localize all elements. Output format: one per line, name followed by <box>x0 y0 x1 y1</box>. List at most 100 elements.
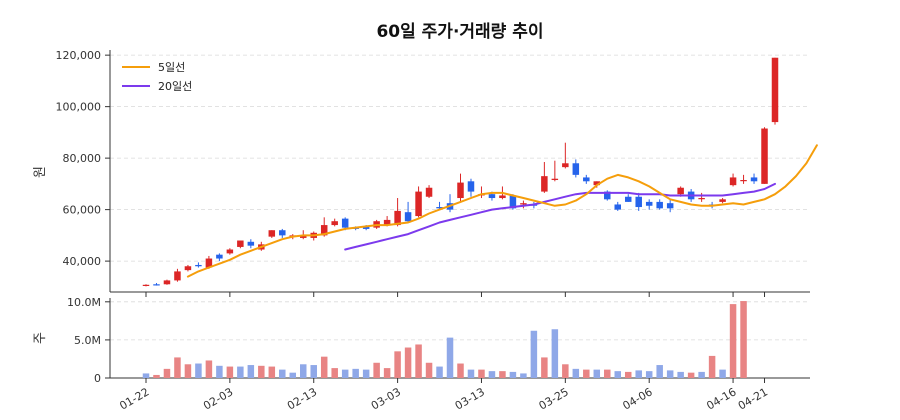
volume-bar <box>163 368 171 378</box>
volume-bar <box>331 368 338 378</box>
candle-body <box>226 249 234 254</box>
candle-body <box>761 128 768 184</box>
candle-body <box>604 191 611 200</box>
x-tick-label: 04-21 <box>736 385 770 412</box>
candle-body <box>425 187 433 197</box>
candle-body <box>729 177 737 186</box>
candle-body <box>279 230 286 236</box>
volume-bar <box>467 369 475 378</box>
x-tick-label: 02-03 <box>201 385 235 412</box>
volume-bar <box>279 369 286 378</box>
candle-body <box>300 235 307 238</box>
volume-y-label: 주 <box>33 332 48 344</box>
candle-body <box>184 266 192 271</box>
x-tick-label: 02-13 <box>285 385 319 412</box>
volume-bar <box>258 365 265 378</box>
volume-tick-label: 5.0M <box>74 334 101 347</box>
volume-bar <box>583 369 590 378</box>
price-tick-label: 120,000 <box>56 49 102 62</box>
candle-body <box>341 218 349 228</box>
volume-bar <box>195 363 202 378</box>
candle-body <box>415 191 422 217</box>
price-y-label: 원 <box>33 166 48 178</box>
candle-body <box>394 210 401 226</box>
price-grid <box>110 54 810 262</box>
candle-body <box>362 226 370 229</box>
volume-bar <box>656 365 663 378</box>
price-tick-label: 40,000 <box>63 255 102 268</box>
volume-bar <box>373 362 380 378</box>
legend: 5일선 20일선 <box>122 60 192 93</box>
price-tick-label: 100,000 <box>56 101 102 114</box>
volume-bar <box>541 357 548 378</box>
candle-body <box>677 187 684 195</box>
price-tick-label: 60,000 <box>63 204 102 217</box>
volume-bar <box>320 356 328 378</box>
volume-tick-label: 10.0M <box>67 296 101 309</box>
candle-body <box>624 196 632 202</box>
x-tick-label: 03-13 <box>453 385 487 412</box>
candle-body <box>666 203 674 209</box>
candle-body <box>247 241 255 246</box>
legend-label-ma20: 20일선 <box>158 79 192 93</box>
candle-body <box>551 178 559 181</box>
volume-bar <box>593 369 601 378</box>
volume-bar <box>362 369 370 378</box>
candle-body <box>488 194 496 199</box>
volume-bar <box>174 357 181 378</box>
volume-bar <box>153 374 160 378</box>
candle-body <box>656 201 663 209</box>
candle-body <box>520 203 527 205</box>
candle-body <box>153 284 160 286</box>
volume-bar <box>415 344 422 378</box>
volume-bar <box>572 368 580 378</box>
volume-bar <box>184 364 192 378</box>
price-y-ticks: 40,000 60,000 80,000 100,000 120,000 <box>56 49 110 268</box>
volume-y-ticks: 0 5.0M 10.0M <box>67 296 110 385</box>
candle-body <box>195 264 202 267</box>
volume-tick-label: 0 <box>94 372 101 385</box>
candle-body <box>509 195 517 209</box>
volume-bar <box>624 371 632 378</box>
volume-bar <box>729 304 737 378</box>
x-tick-label: 01-22 <box>117 385 151 412</box>
candle-body <box>635 196 642 208</box>
volume-bar <box>478 369 485 378</box>
volume-bar <box>604 369 611 378</box>
candle-body <box>572 163 580 175</box>
candle-body <box>740 180 747 182</box>
volume-bar <box>520 373 527 378</box>
candle-body <box>698 198 705 200</box>
volume-bar <box>142 373 150 378</box>
moving-average-lines <box>186 144 818 278</box>
volume-bar <box>740 301 747 378</box>
volume-bars <box>142 301 747 378</box>
volume-bar <box>509 371 517 378</box>
candle-body <box>163 280 171 285</box>
volume-bar <box>247 365 255 378</box>
x-tick-label: 03-25 <box>537 385 571 412</box>
candle-body <box>205 258 213 268</box>
candle-body <box>331 221 338 226</box>
candle-body <box>383 219 391 226</box>
candle-body <box>593 181 601 186</box>
volume-bar <box>645 371 653 378</box>
candle-body <box>645 201 653 206</box>
volume-bar <box>300 364 307 378</box>
volume-bar <box>226 366 234 378</box>
candle-body <box>268 230 276 237</box>
candle-body <box>719 199 726 202</box>
volume-bar <box>666 370 674 378</box>
candle-body <box>457 182 464 199</box>
candle-body <box>174 271 181 281</box>
volume-bar <box>310 365 317 378</box>
volume-bar <box>341 369 349 378</box>
volume-bar <box>237 366 244 378</box>
volume-bar <box>457 363 464 378</box>
volume-bar <box>216 365 223 378</box>
candle-body <box>404 212 412 222</box>
candle-body <box>216 254 223 259</box>
volume-bar <box>488 371 496 378</box>
